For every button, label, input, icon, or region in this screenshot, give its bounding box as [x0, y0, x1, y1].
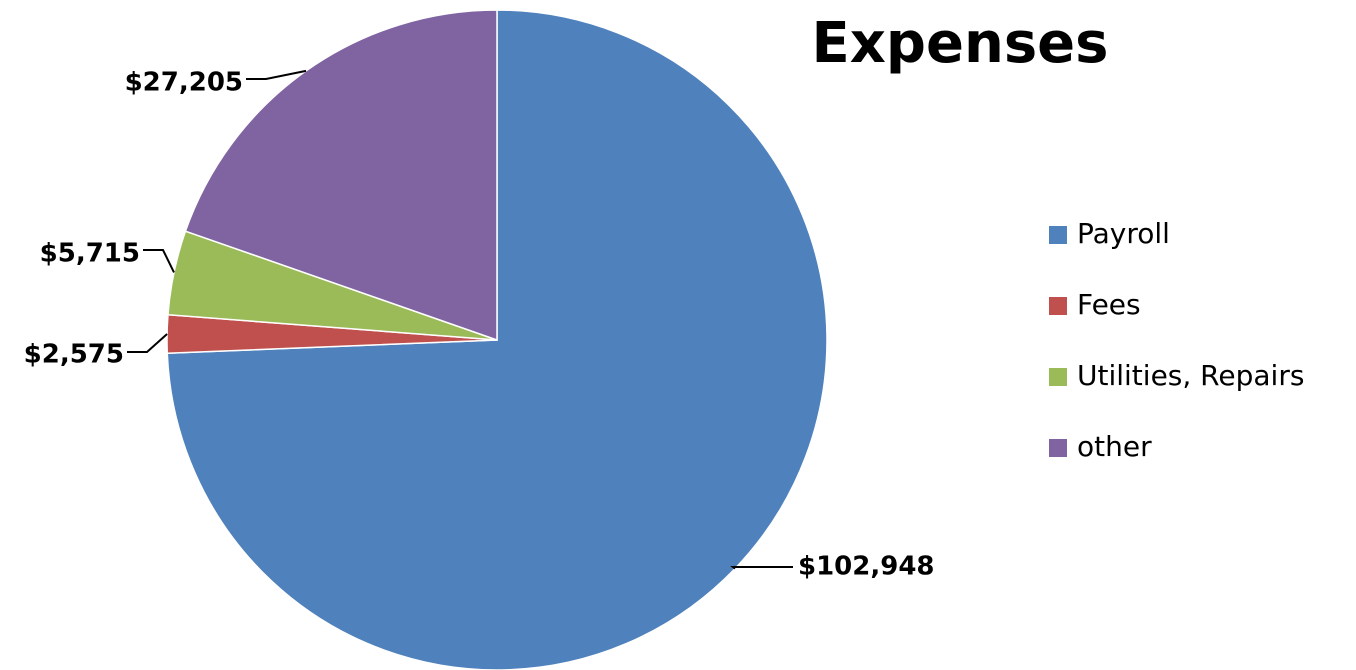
- legend: Payroll Fees Utilities, Repairs other: [1049, 217, 1304, 463]
- pie-slice-other: [184, 9, 498, 342]
- leader-line-other: [246, 69, 307, 80]
- leader-line-utilities-repairs: [143, 249, 175, 273]
- pie-slices: [166, 9, 828, 670]
- legend-swatch-other: [1049, 439, 1067, 457]
- legend-label-other: other: [1077, 430, 1152, 463]
- legend-label-utilities-repairs: Utilities, Repairs: [1077, 359, 1304, 392]
- data-label-fees: $2,575: [24, 340, 124, 370]
- data-labels: $102,948 $2,575 $5,715 $27,205: [24, 68, 935, 582]
- leader-line-payroll: [730, 566, 793, 570]
- legend-label-fees: Fees: [1077, 288, 1141, 321]
- data-label-utilities-repairs: $5,715: [40, 239, 140, 269]
- legend-swatch-payroll: [1049, 226, 1067, 244]
- legend-swatch-utilities-repairs: [1049, 368, 1067, 386]
- data-label-payroll: $102,948: [798, 552, 935, 582]
- data-label-leader-lines: [127, 69, 793, 570]
- data-label-other: $27,205: [125, 68, 243, 98]
- leader-line-fees: [127, 333, 168, 353]
- legend-label-payroll: Payroll: [1077, 217, 1170, 250]
- legend-swatch-fees: [1049, 297, 1067, 315]
- chart-title: Expenses: [812, 11, 1109, 76]
